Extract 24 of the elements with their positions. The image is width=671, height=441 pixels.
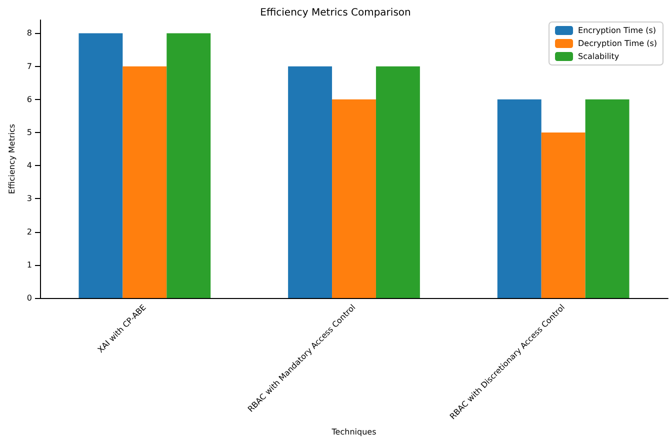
chart-title: Efficiency Metrics Comparison (260, 8, 411, 18)
legend-label: Encryption Time (s) (578, 26, 656, 35)
bar (332, 99, 376, 298)
y-axis-title: Efficiency Metrics (8, 124, 16, 194)
legend-label: Scalability (578, 52, 620, 61)
bar (288, 66, 332, 298)
bar (585, 99, 630, 298)
x-axis-title: Techniques (330, 428, 376, 436)
y-tick-label: 8 (26, 28, 32, 38)
bar (541, 132, 586, 298)
y-tick-label: 6 (26, 94, 32, 104)
y-tick-label: 0 (26, 293, 32, 302)
bar (497, 99, 542, 298)
bar (122, 66, 167, 298)
y-tick-label: 4 (26, 161, 32, 170)
bar (78, 33, 123, 298)
y-tick-label: 7 (26, 62, 32, 71)
y-tick-label: 5 (26, 128, 32, 138)
y-tick-label: 3 (26, 194, 32, 204)
y-tick-label: 1 (26, 260, 32, 270)
bar (376, 66, 420, 298)
legend-label: Decryption Time (s) (578, 39, 658, 48)
bar (166, 33, 211, 298)
y-tick-label: 2 (26, 227, 32, 236)
